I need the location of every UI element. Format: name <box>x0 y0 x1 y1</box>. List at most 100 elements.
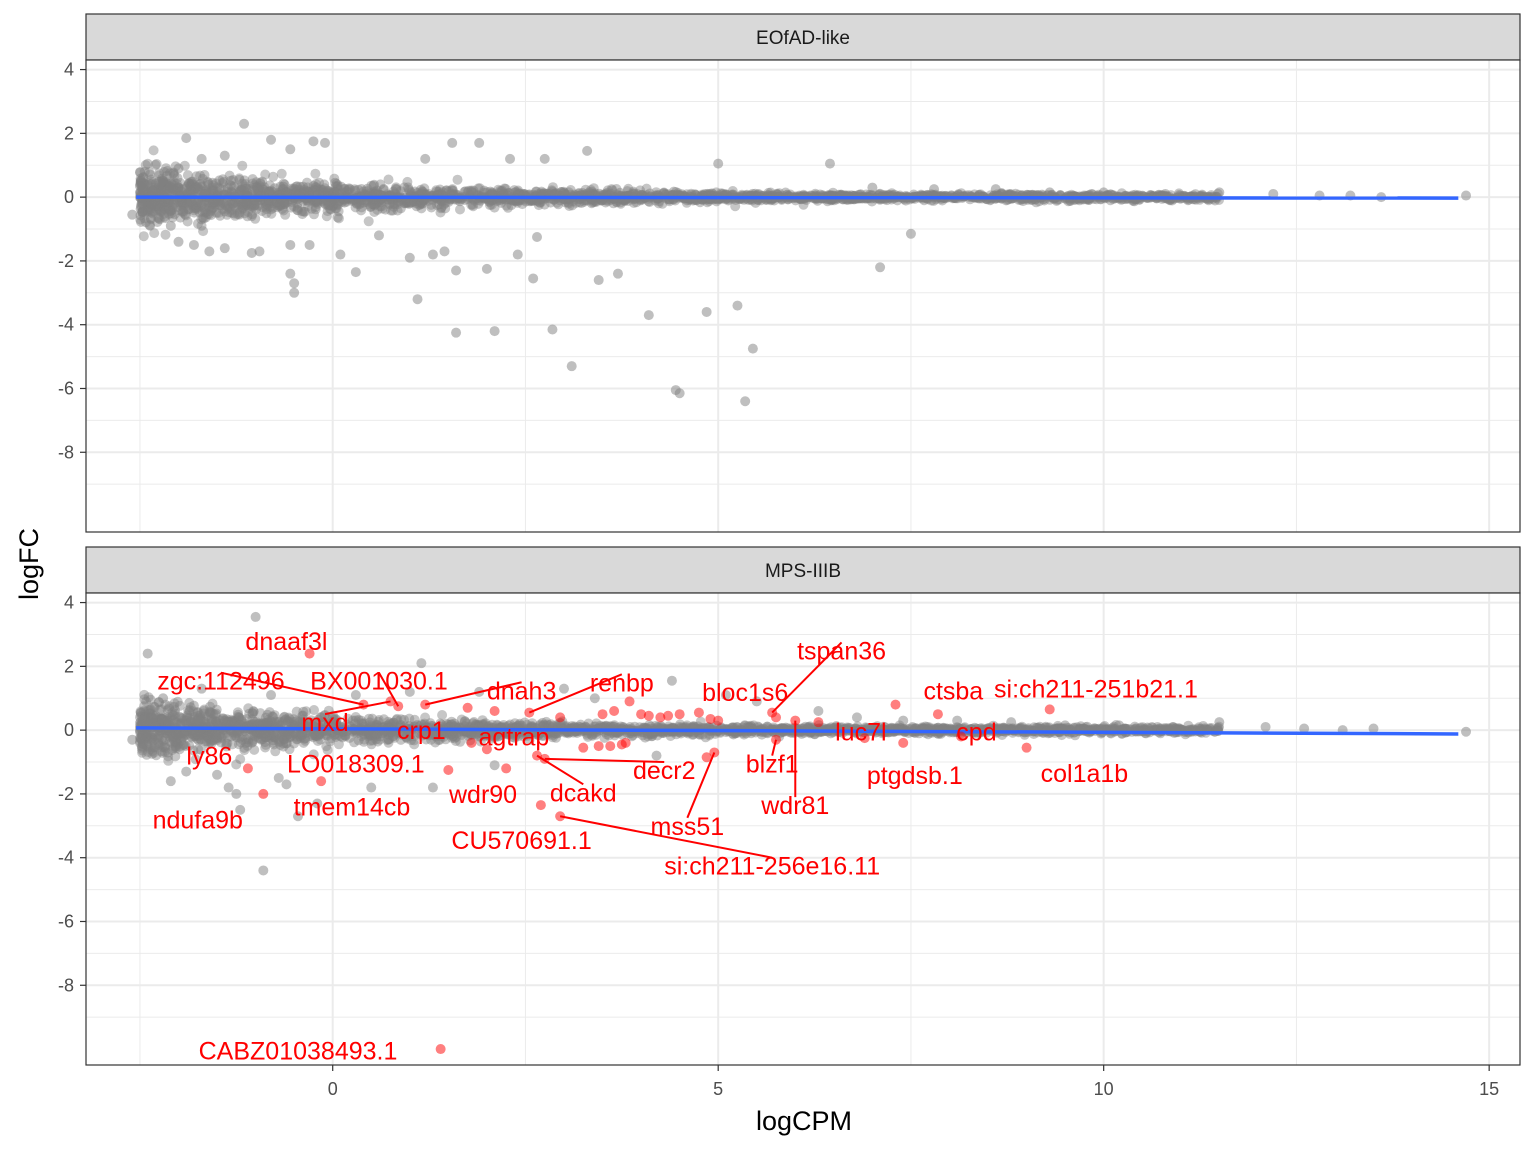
cloud-point <box>503 202 513 213</box>
cloud-point <box>237 198 248 209</box>
cloud-point <box>353 184 364 195</box>
cloud-point <box>169 209 180 220</box>
data-point <box>420 153 431 164</box>
data-point <box>512 249 523 260</box>
cloud-point <box>393 199 403 209</box>
data-point <box>505 153 516 164</box>
data-point <box>335 249 346 260</box>
cloud-point <box>202 176 213 187</box>
cloud-point <box>727 186 738 196</box>
cloud-point <box>228 198 239 209</box>
data-point <box>285 239 296 250</box>
data-point <box>674 388 685 399</box>
cloud-point <box>216 184 227 194</box>
cloud-point <box>249 200 260 211</box>
cloud-point <box>253 200 264 211</box>
data-point <box>285 268 296 279</box>
cloud-point <box>177 206 188 217</box>
cloud-point <box>222 209 232 220</box>
cloud-point <box>351 198 362 209</box>
cloud-point <box>239 185 250 196</box>
data-point <box>929 184 940 195</box>
cloud-point <box>251 177 262 188</box>
cloud-point <box>321 211 332 222</box>
data-point <box>404 252 415 263</box>
cloud-point <box>828 187 838 198</box>
cloud-point <box>330 181 341 192</box>
cloud-point <box>468 185 479 196</box>
data-point <box>308 136 319 147</box>
cloud-point <box>297 187 308 198</box>
data-point <box>612 268 623 279</box>
cloud-point <box>160 229 171 240</box>
cloud-point <box>222 203 233 214</box>
data-point <box>127 209 138 220</box>
trend-line <box>136 195 1459 200</box>
cloud-point <box>222 201 233 212</box>
cloud-point <box>473 183 484 194</box>
cloud-point <box>300 206 310 217</box>
cloud-point <box>489 202 500 213</box>
data-point <box>165 220 176 231</box>
cloud-point <box>611 184 622 194</box>
cloud-point <box>255 178 266 189</box>
cloud-point <box>197 199 207 210</box>
cloud-point <box>229 208 240 219</box>
data-point <box>732 300 743 311</box>
cloud-point <box>191 171 202 182</box>
cloud-point <box>194 179 205 190</box>
cloud-point <box>190 183 201 194</box>
cloud-point <box>315 184 326 195</box>
cloud-point <box>503 187 514 198</box>
data-point <box>412 294 423 305</box>
cloud-point <box>327 201 338 212</box>
cloud-point <box>440 203 451 214</box>
cloud-point <box>179 204 190 214</box>
cloud-point <box>367 199 378 210</box>
cloud-point <box>250 213 261 224</box>
cloud-point <box>288 201 299 212</box>
cloud-point <box>343 187 354 198</box>
data-point <box>747 343 758 354</box>
cloud-point <box>330 177 341 188</box>
y-tick-label: 0 <box>64 187 74 207</box>
cloud-point <box>229 197 240 208</box>
data-point <box>320 137 330 148</box>
data-point <box>204 246 215 257</box>
cloud-point <box>196 214 207 225</box>
cloud-point <box>188 203 199 214</box>
data-point <box>451 327 462 338</box>
cloud-point <box>349 185 360 196</box>
cloud-point <box>182 170 193 181</box>
cloud-point <box>292 205 303 216</box>
cloud-point <box>482 187 493 198</box>
cloud-point <box>426 202 437 213</box>
cloud-point <box>260 169 271 180</box>
cloud-point <box>436 202 447 213</box>
cloud-point <box>156 205 167 216</box>
cloud-point <box>455 204 465 215</box>
data-point <box>867 182 878 193</box>
cloud-point <box>608 198 619 209</box>
cloud-point <box>224 202 235 213</box>
data-point <box>219 243 230 254</box>
facet-strip <box>85 13 1521 61</box>
cloud-point <box>584 187 595 198</box>
cloud-point <box>182 216 193 227</box>
cloud-point <box>352 197 362 207</box>
cloud-point <box>135 204 146 214</box>
cloud-point <box>365 201 376 212</box>
cloud-point <box>219 206 230 217</box>
cloud-point <box>623 183 634 194</box>
data-point <box>740 396 751 407</box>
cloud-point <box>226 187 237 198</box>
cloud-point <box>1174 188 1184 199</box>
data-point <box>289 278 300 289</box>
cloud-point <box>195 178 206 189</box>
cloud-point <box>363 216 374 227</box>
cloud-point <box>372 204 383 215</box>
data-point <box>566 361 577 372</box>
cloud-point <box>214 175 225 186</box>
cloud-point <box>322 206 333 217</box>
